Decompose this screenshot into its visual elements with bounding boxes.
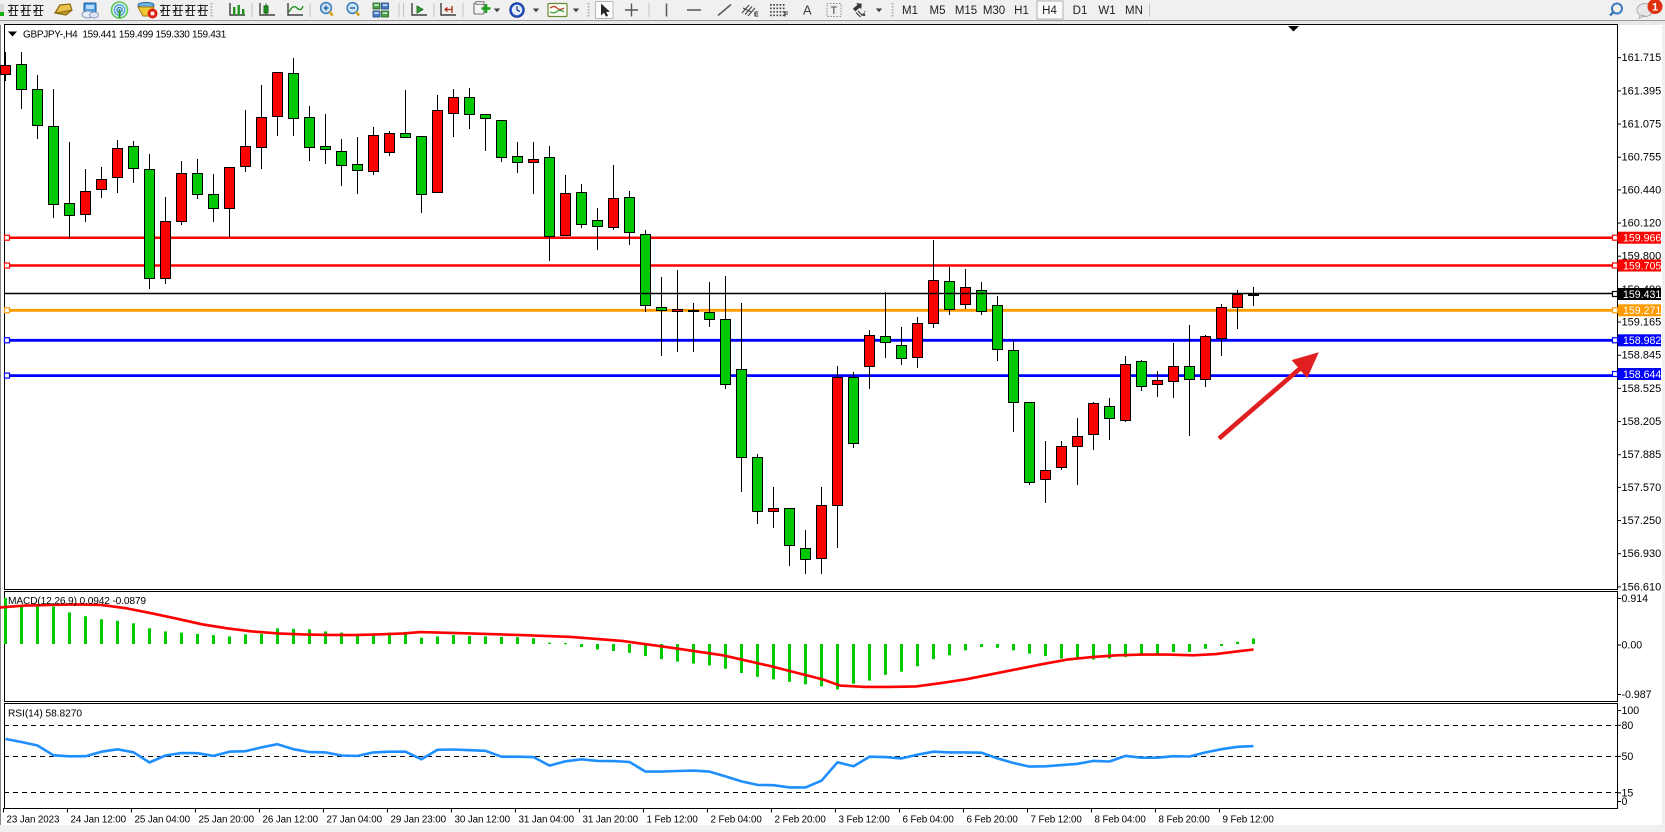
svg-text:26 Jan 12:00: 26 Jan 12:00 [263, 815, 319, 826]
svg-text:160.440: 160.440 [1622, 184, 1662, 196]
svg-text:100: 100 [1622, 705, 1640, 717]
svg-text:159.165: 159.165 [1622, 317, 1662, 329]
svg-text:160.120: 160.120 [1622, 218, 1662, 230]
svg-text:W1: W1 [1098, 5, 1115, 17]
svg-text:159.705: 159.705 [1623, 260, 1661, 272]
svg-text:161.715: 161.715 [1622, 52, 1662, 64]
svg-text:31 Jan 04:00: 31 Jan 04:00 [519, 815, 575, 826]
svg-text:25 Jan 20:00: 25 Jan 20:00 [199, 815, 255, 826]
svg-text:31 Jan 20:00: 31 Jan 20:00 [583, 815, 639, 826]
svg-text:158.205: 158.205 [1622, 416, 1662, 428]
svg-text:15: 15 [1622, 787, 1634, 799]
svg-text:156.930: 156.930 [1622, 548, 1662, 560]
svg-text:3 Feb 12:00: 3 Feb 12:00 [839, 815, 891, 826]
svg-text:M30: M30 [983, 5, 1005, 17]
svg-text:6 Feb 04:00: 6 Feb 04:00 [903, 815, 955, 826]
svg-text:M15: M15 [955, 5, 977, 17]
svg-text:158.982: 158.982 [1623, 335, 1661, 347]
svg-text:159.431: 159.431 [1623, 289, 1661, 301]
svg-text:1 Feb 12:00: 1 Feb 12:00 [647, 815, 699, 826]
svg-text:0.00: 0.00 [1622, 640, 1643, 652]
svg-text:80: 80 [1622, 720, 1634, 732]
svg-text:158.525: 158.525 [1622, 383, 1662, 395]
svg-text:T: T [831, 5, 838, 17]
svg-text:F: F [784, 12, 789, 19]
svg-text:157.250: 157.250 [1622, 515, 1662, 527]
svg-text:M5: M5 [930, 5, 946, 17]
svg-text:A: A [803, 3, 812, 18]
svg-text:24 Jan 12:00: 24 Jan 12:00 [71, 815, 127, 826]
svg-text:50: 50 [1622, 751, 1634, 763]
svg-text:23 Jan 2023: 23 Jan 2023 [7, 815, 60, 826]
svg-text:8 Feb 04:00: 8 Feb 04:00 [1095, 815, 1147, 826]
svg-text:H1: H1 [1014, 5, 1029, 17]
svg-text:30 Jan 12:00: 30 Jan 12:00 [455, 815, 511, 826]
svg-text:6 Feb 20:00: 6 Feb 20:00 [967, 815, 1019, 826]
svg-text:D1: D1 [1073, 5, 1088, 17]
svg-text:159.271: 159.271 [1623, 305, 1661, 317]
svg-text:2 Feb 20:00: 2 Feb 20:00 [775, 815, 827, 826]
svg-text:25 Jan 04:00: 25 Jan 04:00 [135, 815, 191, 826]
svg-text:2 Feb 04:00: 2 Feb 04:00 [711, 815, 763, 826]
svg-text:160.755: 160.755 [1622, 152, 1662, 164]
svg-text:H4: H4 [1042, 5, 1057, 17]
svg-text:159.966: 159.966 [1623, 233, 1661, 245]
svg-text:158.644: 158.644 [1623, 369, 1661, 381]
svg-text:MN: MN [1125, 5, 1143, 17]
svg-text:MACD(12,26,9) 0.0942 -0.0879: MACD(12,26,9) 0.0942 -0.0879 [8, 596, 146, 607]
svg-text:156.610: 156.610 [1622, 581, 1662, 593]
svg-text:RSI(14) 58.8270: RSI(14) 58.8270 [8, 709, 82, 720]
svg-text:161.395: 161.395 [1622, 85, 1662, 97]
svg-text:E: E [754, 12, 759, 19]
svg-text:158.845: 158.845 [1622, 350, 1662, 362]
svg-text:157.885: 157.885 [1622, 449, 1662, 461]
svg-text:8 Feb 20:00: 8 Feb 20:00 [1159, 815, 1211, 826]
svg-text:0.914: 0.914 [1622, 593, 1649, 605]
svg-text:M1: M1 [902, 5, 918, 17]
svg-text:GBPJPY-,H4 159.441 159.499 15: GBPJPY-,H4 159.441 159.499 159.330 159.4… [23, 30, 227, 41]
svg-text:9 Feb 12:00: 9 Feb 12:00 [1223, 815, 1275, 826]
svg-text:27 Jan 04:00: 27 Jan 04:00 [327, 815, 383, 826]
svg-text:1: 1 [1652, 2, 1658, 14]
svg-text:-0.987: -0.987 [1622, 689, 1652, 701]
svg-text:157.570: 157.570 [1622, 482, 1662, 494]
svg-text:0: 0 [1622, 796, 1628, 808]
svg-text:29 Jan 23:00: 29 Jan 23:00 [391, 815, 447, 826]
svg-text:7 Feb 12:00: 7 Feb 12:00 [1031, 815, 1083, 826]
svg-text:161.075: 161.075 [1622, 119, 1662, 131]
